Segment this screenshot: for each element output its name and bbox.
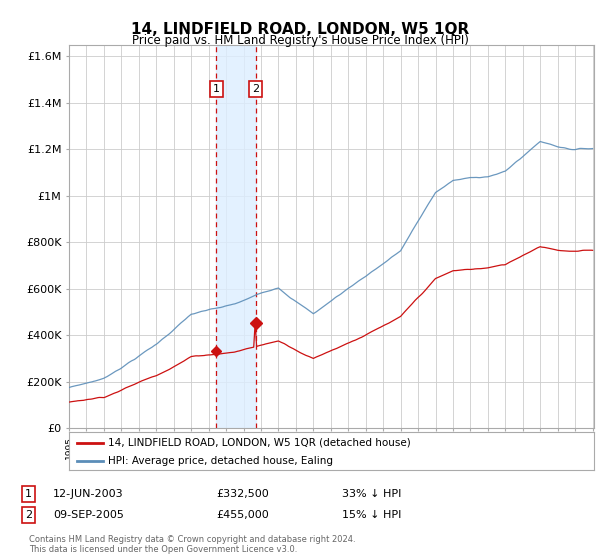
Text: 14, LINDFIELD ROAD, LONDON, W5 1QR: 14, LINDFIELD ROAD, LONDON, W5 1QR <box>131 22 469 38</box>
Text: 12-JUN-2003: 12-JUN-2003 <box>53 489 124 499</box>
Text: Price paid vs. HM Land Registry's House Price Index (HPI): Price paid vs. HM Land Registry's House … <box>131 34 469 46</box>
Text: 09-SEP-2005: 09-SEP-2005 <box>53 510 124 520</box>
Bar <box>217 45 256 428</box>
Text: HPI: Average price, detached house, Ealing: HPI: Average price, detached house, Eali… <box>109 456 334 466</box>
Text: £332,500: £332,500 <box>216 489 269 499</box>
Text: £455,000: £455,000 <box>216 510 269 520</box>
Text: 14, LINDFIELD ROAD, LONDON, W5 1QR (detached house): 14, LINDFIELD ROAD, LONDON, W5 1QR (deta… <box>109 437 411 447</box>
Text: 15% ↓ HPI: 15% ↓ HPI <box>342 510 401 520</box>
Text: 1: 1 <box>213 84 220 94</box>
Text: 33% ↓ HPI: 33% ↓ HPI <box>342 489 401 499</box>
Text: 1: 1 <box>25 489 32 499</box>
Text: 2: 2 <box>252 84 259 94</box>
Text: Contains HM Land Registry data © Crown copyright and database right 2024.
This d: Contains HM Land Registry data © Crown c… <box>29 535 355 554</box>
Text: 2: 2 <box>25 510 32 520</box>
